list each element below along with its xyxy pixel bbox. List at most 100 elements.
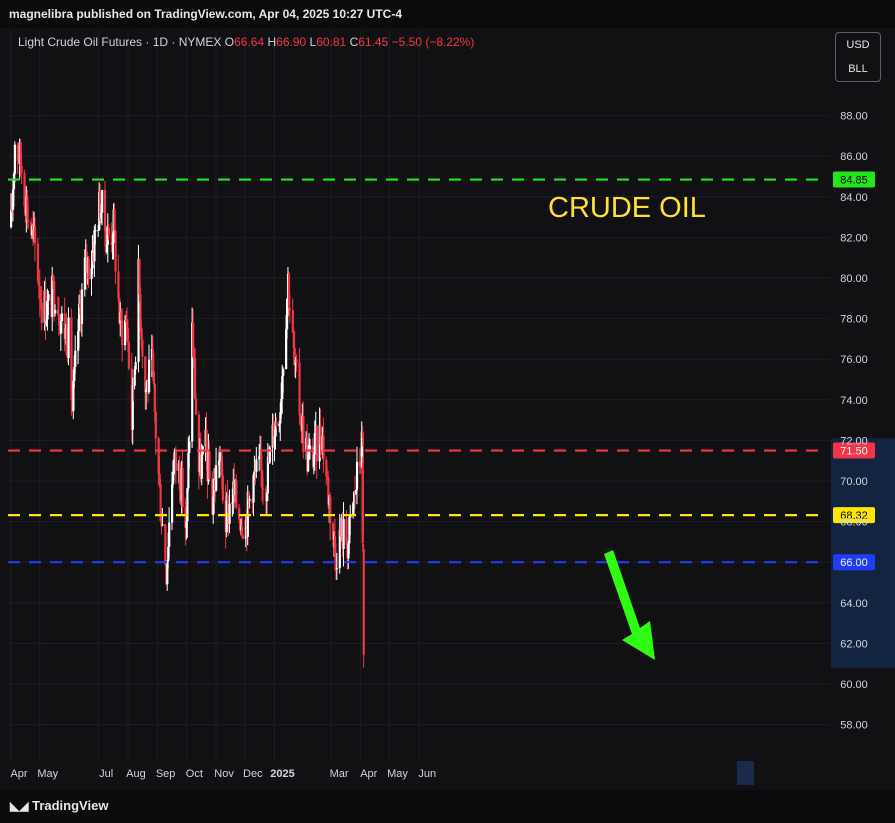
candle-body — [261, 469, 264, 488]
level-price-tag — [833, 554, 875, 571]
candle-body — [134, 362, 137, 370]
y-tick-label: 62.00 — [840, 638, 868, 650]
candle-body — [226, 497, 229, 501]
candle-body — [107, 227, 110, 236]
grid-lines — [8, 30, 830, 760]
candle-body — [347, 543, 350, 559]
candle-body — [47, 294, 50, 301]
candle-body — [285, 299, 289, 330]
candle-body — [138, 258, 141, 295]
candle-body — [265, 493, 269, 502]
level-price-tag — [833, 171, 875, 188]
candle-body — [100, 212, 103, 219]
candle-body — [255, 459, 258, 472]
candle-body — [51, 275, 54, 317]
candle — [268, 445, 271, 465]
candle — [348, 516, 351, 554]
candle — [134, 356, 137, 375]
legend-change: −5.50 (−8.22%) — [391, 35, 475, 49]
candle — [16, 142, 19, 175]
candle-body — [282, 369, 285, 376]
candle — [248, 495, 251, 509]
tradingview-logo: ◣◢ TradingView — [10, 798, 108, 813]
legend-close-value: 61.45 — [358, 35, 389, 49]
candle — [124, 310, 128, 323]
candle — [70, 308, 73, 416]
y-tick-label: 80.00 — [840, 273, 868, 285]
candle-body — [359, 466, 362, 468]
candle-body — [298, 362, 301, 415]
candle — [329, 492, 332, 541]
candle-body — [57, 314, 61, 326]
publisher-line: magnelibra published on TradingView.com,… — [9, 7, 402, 21]
legend-open-label: O — [224, 35, 235, 49]
crude-oil-annotation: CRUDE OIL — [548, 192, 706, 224]
candle-body — [140, 327, 143, 340]
candle-body — [46, 300, 49, 320]
currency-unit-button[interactable]: USD BLL — [835, 32, 881, 82]
candle-body — [78, 303, 82, 308]
candle-body — [99, 191, 102, 219]
candle-body — [105, 244, 109, 253]
y-tick-label: 72.00 — [840, 435, 868, 447]
candle — [262, 476, 265, 505]
candle-body — [362, 549, 365, 655]
candle — [181, 450, 184, 516]
candle-body — [352, 503, 355, 515]
candle — [247, 490, 250, 517]
candle-body — [326, 476, 329, 478]
candle — [87, 255, 90, 288]
candle-body — [124, 320, 127, 346]
candle-body — [27, 219, 30, 223]
candle — [47, 290, 50, 315]
x-tick-label: Apr — [360, 768, 377, 780]
candle — [161, 508, 164, 527]
candle-body — [139, 294, 142, 328]
y-tick-label: 60.00 — [840, 679, 868, 691]
candle-body — [113, 209, 116, 231]
candle — [285, 297, 289, 339]
candle-body — [252, 474, 255, 503]
candle — [23, 169, 26, 214]
candle-body — [74, 350, 77, 367]
candle — [293, 331, 296, 377]
chart-area[interactable] — [0, 28, 895, 790]
candles — [10, 138, 365, 668]
candle — [38, 269, 41, 317]
candle-body — [307, 453, 310, 472]
x-tick-label: May — [37, 768, 58, 780]
candle — [235, 474, 238, 510]
candle-body — [353, 492, 356, 504]
candle — [13, 141, 17, 183]
candle — [152, 353, 155, 389]
candle — [258, 444, 261, 472]
candle-body — [172, 459, 176, 475]
candle-body — [23, 172, 26, 207]
candle-body — [60, 313, 63, 321]
candle — [325, 456, 328, 486]
candle-body — [181, 468, 184, 508]
candle-body — [151, 349, 155, 372]
y-axis-labels: 58.00 60.00 62.00 64.00 66.00 68.00 70.00 72.00… — [840, 111, 868, 732]
candle-body — [355, 461, 359, 491]
candle-body — [160, 520, 163, 526]
chart-legend: Light Crude Oil Futures · 1D · NYMEX O66… — [18, 35, 474, 49]
candle — [315, 424, 318, 480]
candle-body — [10, 209, 14, 211]
candle-body — [302, 415, 305, 451]
candle-body — [121, 320, 124, 346]
candle-body — [239, 519, 242, 531]
candle-body — [262, 487, 265, 489]
candle — [67, 307, 70, 366]
candle — [107, 223, 110, 241]
candle-body — [63, 313, 66, 340]
y-tick-label: 70.00 — [840, 476, 868, 488]
candle — [139, 286, 142, 333]
y-tick-label: 76.00 — [840, 354, 868, 366]
candle-body — [73, 366, 76, 381]
candle — [113, 202, 116, 232]
y-tick-label: 64.00 — [840, 598, 868, 610]
candle-body — [274, 421, 277, 437]
candle — [33, 217, 37, 262]
